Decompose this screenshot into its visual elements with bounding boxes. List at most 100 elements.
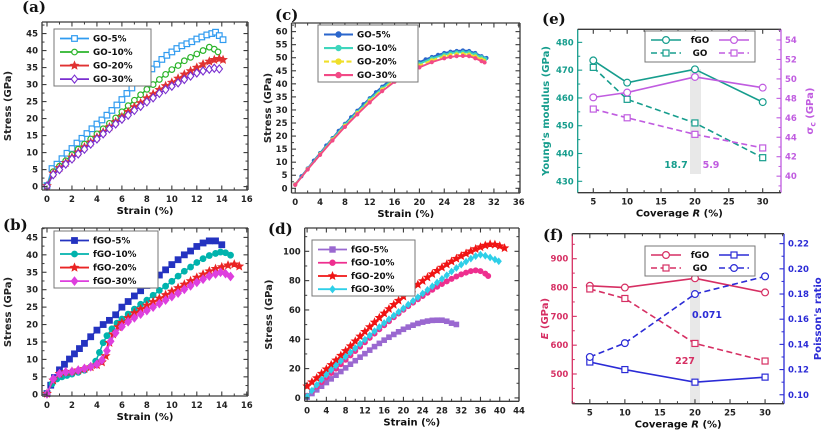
svg-text:0.20: 0.20 [788,265,809,275]
svg-text:600: 600 [551,341,569,351]
svg-text:5: 5 [590,198,596,208]
svg-text:0: 0 [282,184,288,194]
svg-text:440: 440 [556,150,574,160]
axes: 5 10 15 20 25 30 430 440 450 460 470 480 40 42 44 46 48 5… [556,28,797,208]
svg-text:Stress (GPa): Stress (GPa) [263,73,274,143]
panel-c-chart: 0 4 8 12 16 20 24 28 32 36 0 5 10 15 20 25 30 35 40 45 50 55 6… [263,22,525,218]
legend: fGO GO [644,245,756,277]
legend: fGO-5% fGO-10% fGO-20% fGO-30% [53,230,159,289]
svg-text:15: 15 [276,145,288,155]
legend: fGO GO [644,30,756,63]
svg-text:16: 16 [389,198,401,208]
svg-text:0: 0 [32,390,38,400]
svg-text:25: 25 [26,98,38,108]
series-group [42,28,228,192]
svg-text:460: 460 [556,94,574,104]
legend: GO-5% GO-10% GO-20% GO-30% [53,28,152,87]
panel-b-letter: (b) [3,216,28,234]
panel-e-letter: (e) [542,10,566,28]
svg-text:0: 0 [32,183,38,193]
svg-text:10: 10 [26,149,38,159]
svg-text:52: 52 [785,55,797,65]
svg-text:GO-30%: GO-30% [357,71,397,81]
svg-text:60: 60 [276,28,288,38]
svg-text:25: 25 [26,303,38,313]
series-fGO E [585,274,770,297]
panel-d: (d) 0 4 8 12 16 20 24 28 32 36 40 44 0 20 40 60 80 100 Str… [262,218,540,441]
svg-text:0.10: 0.10 [788,391,809,401]
svg-text:10: 10 [166,401,178,411]
axes: 0 4 8 12 16 20 24 28 32 36 40 44 0 20 40 60 80 100 [283,227,525,416]
svg-text:15: 15 [655,198,667,208]
svg-text:fGO-5%: fGO-5% [351,246,388,256]
svg-text:25: 25 [723,198,735,208]
svg-text:Young's modulus (GPa): Young's modulus (GPa) [541,46,552,177]
svg-text:480: 480 [556,38,574,48]
svg-text:20: 20 [398,406,410,416]
svg-text:20: 20 [26,321,38,331]
axes: 0 2 4 6 8 10 12 14 16 0 5 10 15 20 25 30 35 40 45 [26,227,253,411]
svg-text:227: 227 [675,356,695,367]
svg-text:36: 36 [513,198,525,208]
svg-text:20: 20 [26,115,38,125]
panel-b: (b) 0 2 4 6 8 10 12 14 16 0 5 10 15 20 25 30 35 40 45 Strai… [0,218,262,441]
svg-text:20: 20 [413,198,425,208]
svg-text:4: 4 [94,401,100,411]
svg-text:28: 28 [436,406,448,416]
svg-text:20: 20 [289,365,301,375]
series-GO Young's modulus [589,63,767,162]
svg-text:15: 15 [26,132,38,142]
svg-text:30: 30 [26,286,38,296]
svg-text:fGO-10%: fGO-10% [93,250,137,260]
svg-text:10: 10 [166,195,178,205]
svg-text:35: 35 [26,268,38,278]
panel-f-chart: 5 10 15 20 25 30 500 600 700 800 900 0.10 0.12 0.14 0.… [540,233,824,431]
svg-text:16: 16 [378,406,390,416]
panel-a: (a) 0 2 4 6 8 10 12 14 16 0 5 10 15 20 25 30 35 40 45 Strai… [0,0,262,218]
svg-text:50: 50 [276,54,288,64]
svg-text:14: 14 [216,195,228,205]
svg-text:Coverage R (%): Coverage R (%) [635,420,722,431]
svg-text:900: 900 [551,255,569,265]
panel-e: (e) 5 10 15 20 25 30 430 440 450 460 470 480 40 42 44 4… [540,0,834,219]
panel-a-letter: (a) [22,0,46,16]
svg-text:GO: GO [693,264,708,274]
svg-text:35: 35 [26,64,38,74]
svg-text:4: 4 [317,198,323,208]
series-fGO-30% [304,250,502,401]
svg-text:40: 40 [26,47,38,57]
svg-text:0.18: 0.18 [788,290,809,300]
svg-text:10: 10 [621,198,633,208]
svg-text:24: 24 [417,406,429,416]
svg-text:5: 5 [282,171,288,181]
svg-text:36: 36 [475,406,487,416]
series-fGO Poisson's ratio [586,358,769,386]
panel-b-chart: 0 2 4 6 8 10 12 14 16 0 5 10 15 20 25 30 35 40 45 Strain (%… [3,227,253,423]
svg-text:0: 0 [44,195,50,205]
svg-text:8: 8 [342,198,348,208]
svg-text:30: 30 [276,106,288,116]
svg-text:0.12: 0.12 [788,366,809,376]
svg-text:10: 10 [276,158,288,168]
panel-d-chart: 0 4 8 12 16 20 24 28 32 36 40 44 0 20 40 60 80 100 Strain … [264,227,525,428]
svg-text:5: 5 [32,166,38,176]
svg-text:0: 0 [292,198,298,208]
panel-d-letter: (d) [268,220,293,238]
svg-text:12: 12 [191,195,203,205]
svg-text:fGO-20%: fGO-20% [93,264,137,274]
svg-text:50: 50 [785,75,797,85]
svg-text:80: 80 [289,277,301,287]
svg-text:Strain (%): Strain (%) [117,412,174,423]
svg-text:Poisson's ratio: Poisson's ratio [813,277,824,360]
panel-c: (c) 0 4 8 12 16 20 24 28 32 36 0 5 10 15 20 25 30 35 40 45 5… [262,0,540,219]
svg-text:6: 6 [119,401,125,411]
series-GO-10% [43,43,222,190]
legend: GO-5% GO-10% GO-20% GO-30% [317,24,419,83]
svg-text:25: 25 [724,409,736,419]
svg-text:12: 12 [364,198,376,208]
svg-text:45: 45 [26,233,38,243]
svg-text:32: 32 [488,198,500,208]
svg-text:430: 430 [556,177,574,187]
svg-text:10: 10 [619,409,631,419]
